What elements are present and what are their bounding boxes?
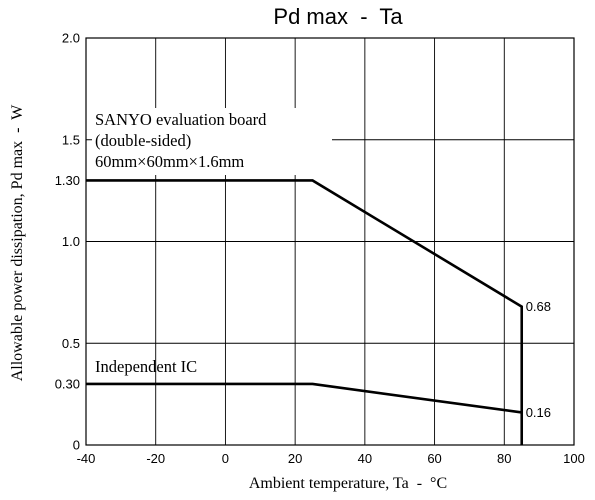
x-tick-label: 20 [288,451,302,466]
x-tick-label: 60 [427,451,441,466]
board-label-line: 60mm×60mm×1.6mm [95,152,244,171]
series-end-value-label: 0.16 [526,405,551,420]
y-tick-label: 0.30 [55,376,80,391]
y-tick-label: 0 [73,438,80,453]
x-tick-label: 0 [222,451,229,466]
y-tick-label: 1.5 [62,132,80,147]
series-line-2 [86,382,522,414]
series-end-value-label: 0.68 [526,299,551,314]
x-tick-label: 100 [563,451,585,466]
x-tick-label: 40 [358,451,372,466]
x-tick-label: -40 [77,451,96,466]
tick-labels: -40 -20 0 20 40 60 80 100 0 0.30 0.5 1.0 1.30 1.5 2.0 [55,31,585,467]
x-tick-label: -20 [146,451,165,466]
chart-title: Pd max - Ta [273,4,403,29]
board-label-background [92,108,332,175]
series-lines [86,179,524,445]
y-tick-label: 2.0 [62,31,80,46]
board-label-line: (double-sided) [95,131,191,150]
plot-frame [85,37,575,446]
y-tick-label: 0.5 [62,336,80,351]
y-tick-label: 1.30 [55,173,80,188]
x-tick-label: 80 [497,451,511,466]
x-axis-label: Ambient temperature, Ta - °C [249,475,447,492]
independent-ic-label: Independent IC [95,357,197,376]
series-line-1 [86,179,524,445]
annotations: SANYO evaluation board (double-sided) 60mm… [92,108,551,420]
y-axis-label: Allowable power dissipation, Pd max - W [9,104,26,381]
y-tick-label: 1.0 [62,234,80,249]
board-label-line: SANYO evaluation board [95,110,267,129]
